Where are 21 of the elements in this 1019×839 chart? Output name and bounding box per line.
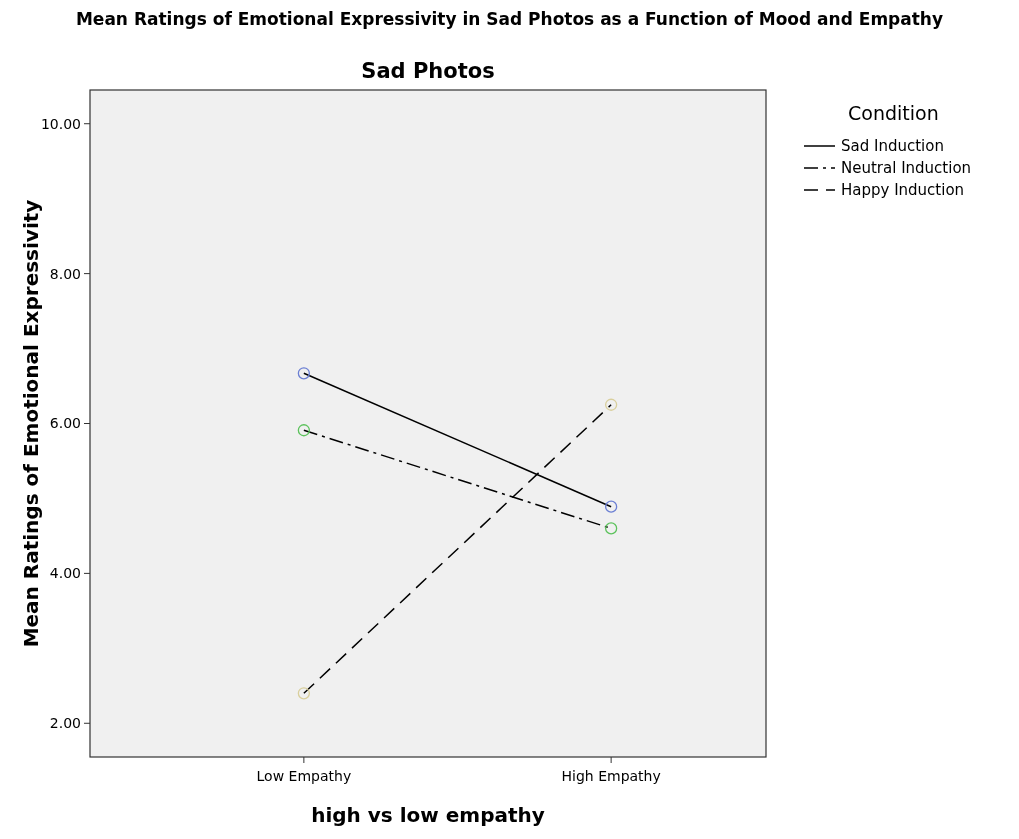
y-tick-label: 6.00 [49, 415, 81, 432]
legend-title: Condition [848, 102, 939, 124]
point [604, 500, 618, 513]
y-tick-label: 8.00 [49, 265, 81, 282]
y-tick-label: 2.00 [49, 715, 81, 732]
chart-title: Mean Ratings of Emotional Expressivity in Sad Photos as a Function of Mood and Empathy [75, 9, 944, 29]
point [297, 424, 311, 437]
legend-label: Neutral Induction [841, 159, 972, 178]
x-axis-title: high vs low empathy [311, 803, 545, 827]
point [604, 398, 618, 411]
x-tick-label: Low Empathy [256, 768, 352, 784]
legend-label: Happy Induction [841, 181, 965, 200]
y-axis-title: Mean Ratings of Emotional Expressivity [19, 199, 43, 648]
x-tick-label: High Empathy [561, 768, 661, 784]
point [297, 367, 311, 380]
point [297, 687, 311, 700]
chart-subtitle: Sad Photos [361, 59, 495, 83]
y-tick-label: 4.00 [49, 565, 81, 582]
y-tick-label: 10.00 [40, 115, 81, 132]
point [604, 522, 618, 535]
legend-label: Sad Induction [841, 137, 944, 156]
